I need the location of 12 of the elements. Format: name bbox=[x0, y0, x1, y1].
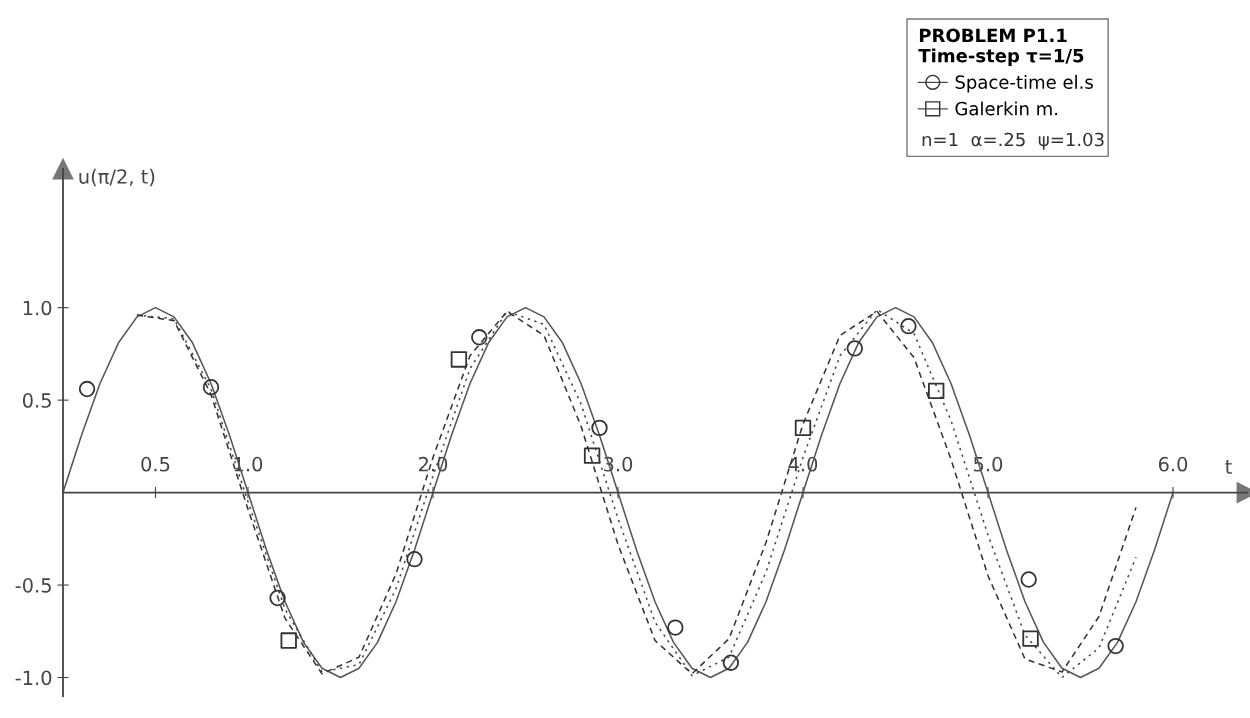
x-tick-label: 6.0 bbox=[1158, 456, 1188, 472]
y-tick-label: 0.5 bbox=[22, 393, 51, 408]
y-tick-label: -0.5 bbox=[15, 578, 51, 593]
y-axis-title: u(π/2, t) bbox=[79, 168, 155, 187]
y-tick-label: -1.0 bbox=[15, 670, 52, 686]
x-tick-label: 0.5 bbox=[141, 456, 170, 472]
x-axis-title: t bbox=[1225, 460, 1232, 474]
legend-label: Space-time el.s bbox=[955, 74, 1093, 93]
text: n=1 α=.25 ψ=1.03 bbox=[922, 132, 1104, 150]
legend-label: Galerkin m. bbox=[955, 101, 1058, 116]
y-tick-label: 1.0 bbox=[23, 300, 52, 316]
legend-title: PROBLEM P1.1 Time-step τ=1/5 bbox=[918, 28, 1084, 66]
